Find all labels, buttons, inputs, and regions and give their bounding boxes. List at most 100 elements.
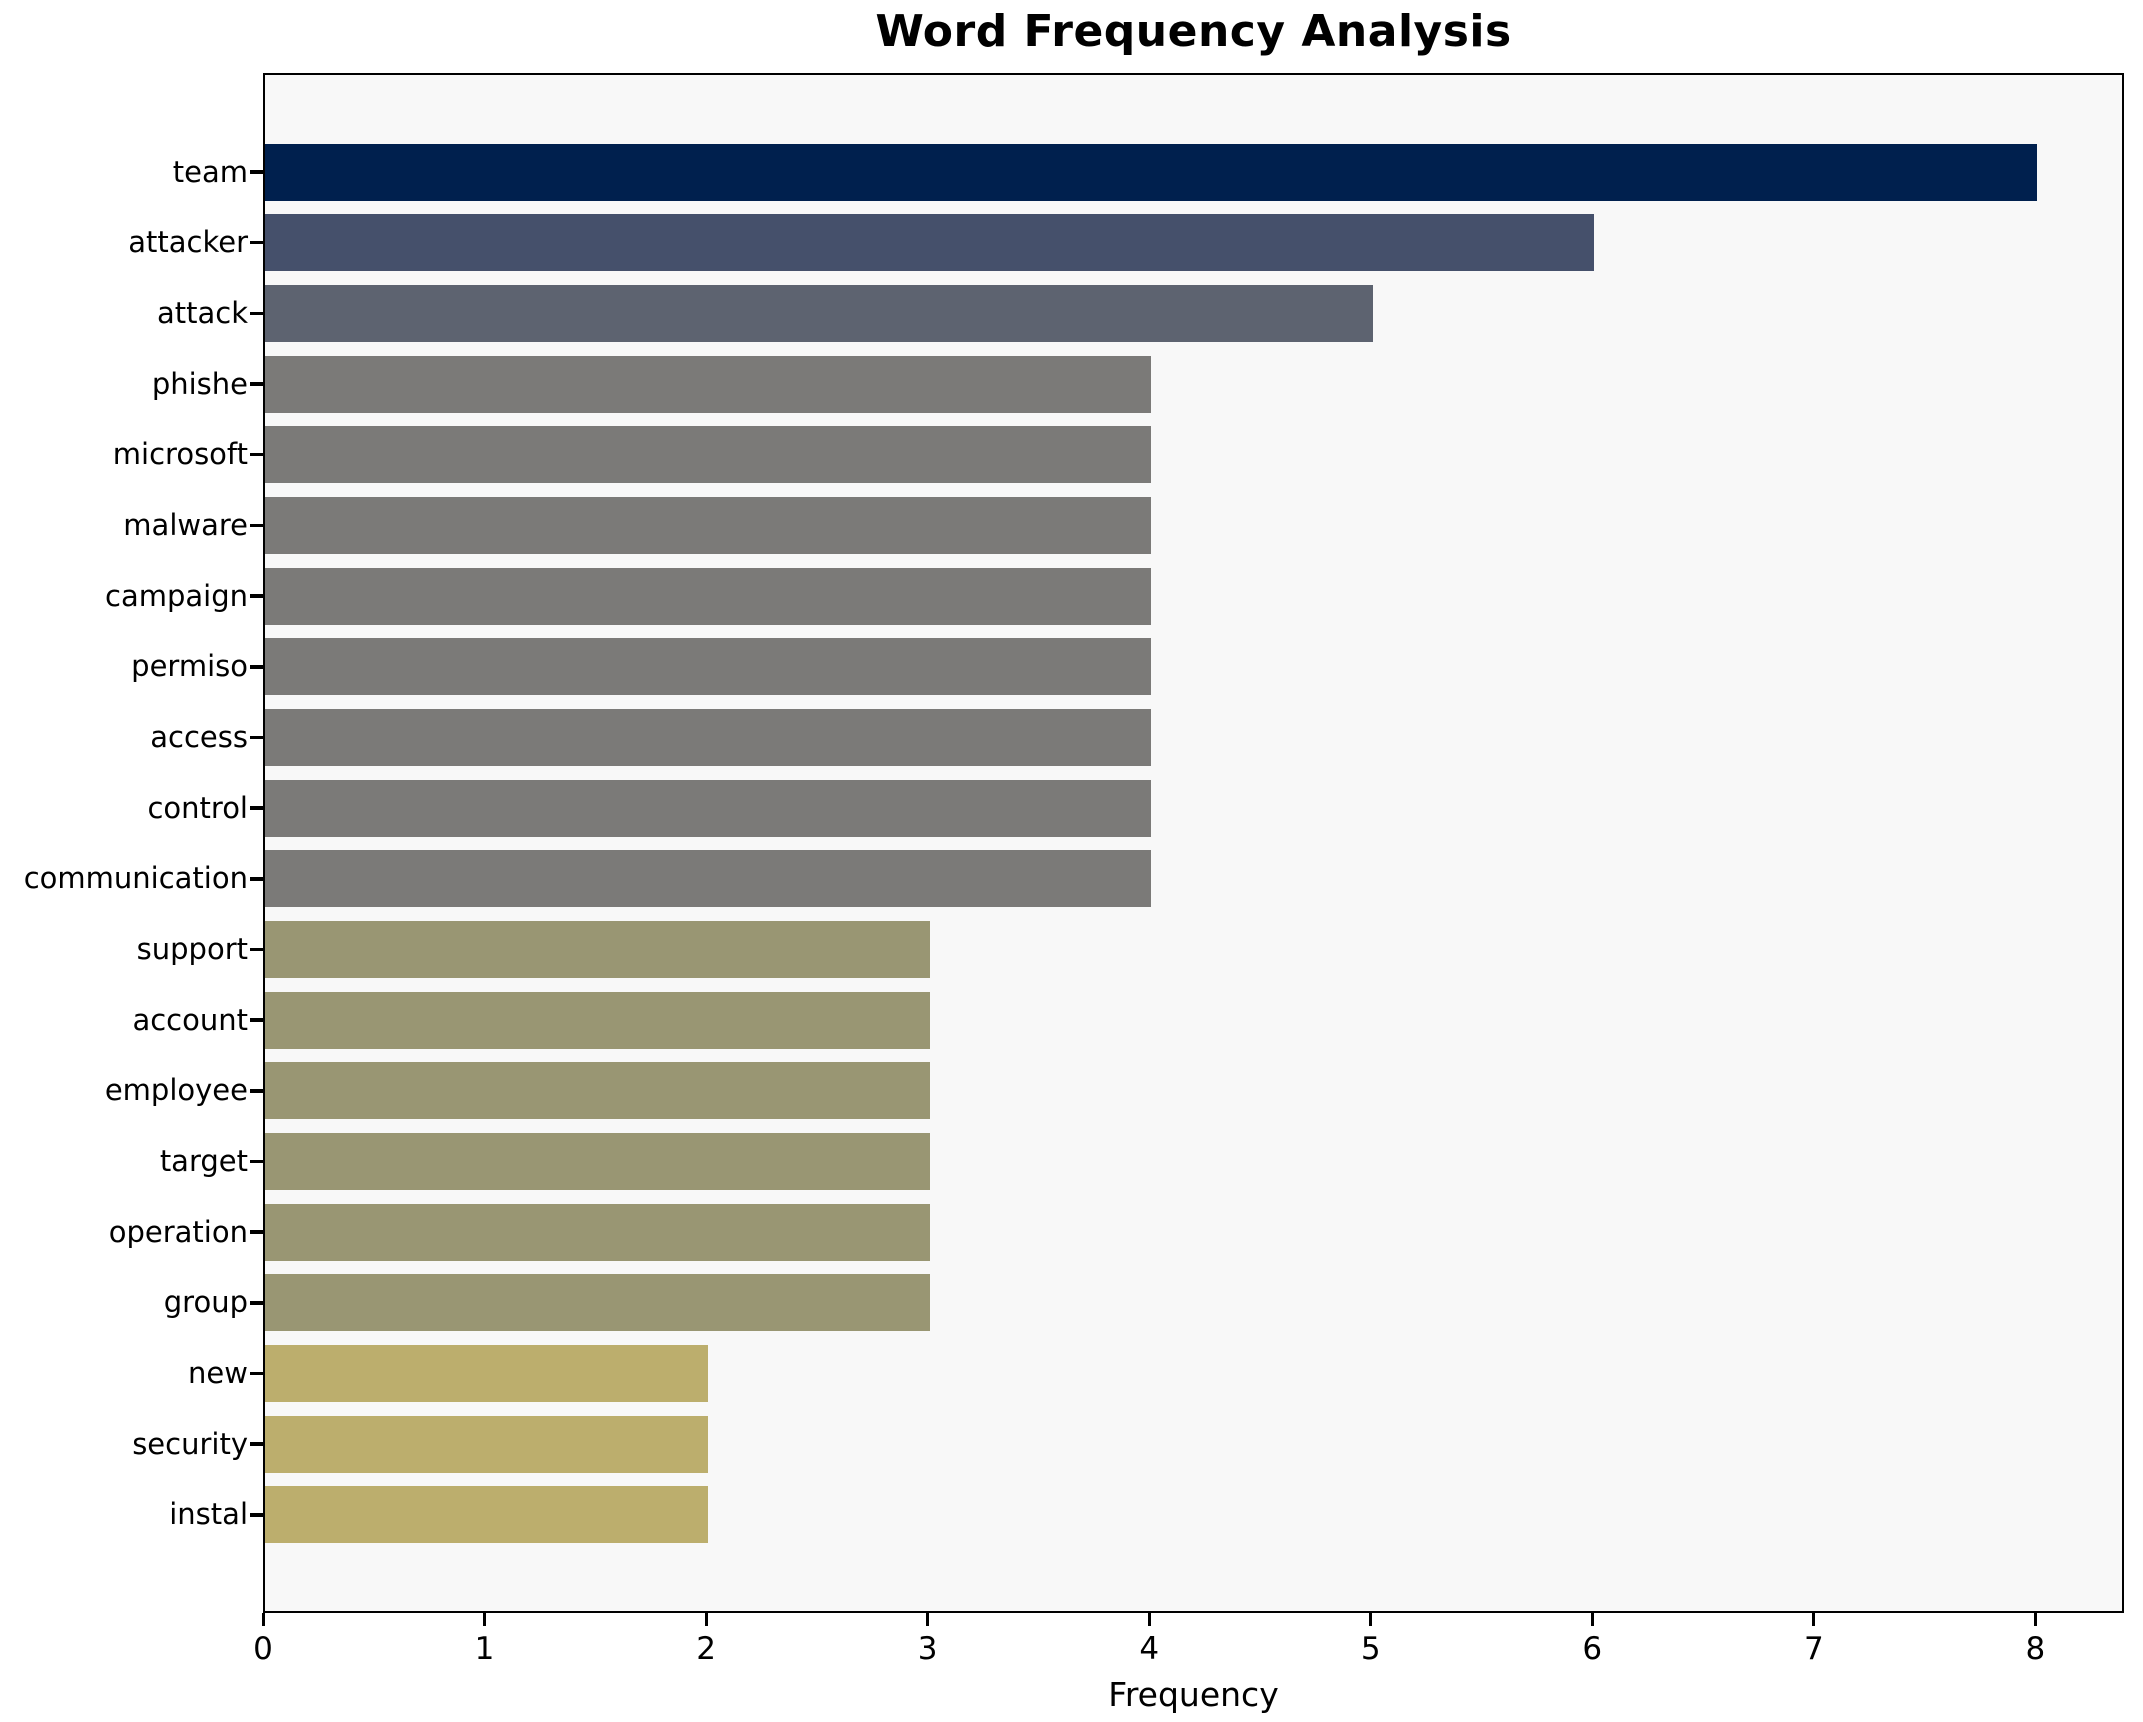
category-label-employee: employee	[104, 1073, 248, 1108]
y-tick-mark	[250, 1230, 263, 1234]
bar-phishe	[265, 355, 1152, 413]
category-label-new: new	[188, 1356, 248, 1391]
category-label-target: target	[159, 1144, 248, 1179]
y-tick-mark	[250, 1089, 263, 1093]
bar-permiso	[265, 638, 1152, 696]
bar-row: permiso	[131, 638, 2126, 696]
category-label-access: access	[150, 719, 248, 754]
y-tick-mark	[250, 311, 263, 316]
x-tick-label: 2	[696, 1631, 716, 1667]
category-label-security: security	[132, 1426, 248, 1461]
category-label-malware: malware	[123, 507, 248, 542]
bar-control	[265, 779, 1152, 837]
bar-support	[265, 920, 930, 978]
plot-area: team attacker attack phishe microsoft malware…	[24, 73, 2126, 1613]
bar-attack	[265, 284, 1373, 342]
y-tick-mark	[250, 665, 263, 669]
bar-row: malware	[123, 496, 2126, 554]
y-tick-mark	[250, 947, 263, 952]
bar-row: new	[188, 1345, 2126, 1403]
category-label-campaign: campaign	[105, 578, 248, 613]
x-tick-mark	[704, 1613, 708, 1626]
bar-row: communication	[24, 850, 2126, 908]
bar-group	[265, 1274, 930, 1332]
y-tick-mark	[250, 523, 263, 528]
bar-row: support	[137, 920, 2126, 978]
bar-security	[265, 1415, 709, 1473]
category-label-permiso: permiso	[131, 649, 248, 684]
category-label-communication: communication	[23, 861, 248, 896]
x-tick-mark	[926, 1613, 930, 1626]
x-tick-mark	[1369, 1613, 1373, 1626]
category-label-team: team	[172, 154, 248, 189]
x-tick-mark	[261, 1613, 265, 1626]
x-tick-label: 3	[917, 1631, 938, 1667]
x-axis-title: Frequency	[1108, 1675, 1279, 1714]
y-tick-mark	[250, 1018, 263, 1022]
y-tick-mark	[250, 806, 263, 810]
category-label-control: control	[147, 790, 248, 825]
bar-row: instal	[169, 1486, 2126, 1544]
bar-row: target	[160, 1133, 2126, 1191]
bar-operation	[265, 1203, 930, 1261]
bar-new	[265, 1345, 709, 1403]
x-tick-label: 7	[1803, 1631, 1824, 1667]
bar-instal	[265, 1486, 709, 1544]
x-tick-mark	[2033, 1613, 2037, 1626]
y-tick-mark	[250, 170, 263, 174]
bar-account	[265, 991, 930, 1049]
y-tick-mark	[250, 382, 263, 386]
bar-communication	[265, 850, 1152, 908]
category-label-attacker: attacker	[128, 225, 248, 260]
y-tick-mark	[250, 594, 263, 598]
y-tick-mark	[250, 1301, 263, 1305]
bar-team	[265, 143, 2038, 201]
bar-row: attack	[157, 284, 2126, 342]
bar-row: microsoft	[113, 426, 2126, 484]
bar-row: account	[132, 991, 2126, 1049]
category-label-account: account	[132, 1002, 248, 1037]
category-label-operation: operation	[108, 1214, 248, 1249]
x-tick-mark	[1147, 1613, 1151, 1626]
bar-row: phishe	[152, 355, 2126, 413]
y-tick-mark	[250, 735, 263, 740]
bar-access	[265, 708, 1152, 766]
x-tick-label: 4	[1139, 1631, 1160, 1667]
x-tick-label: 5	[1360, 1631, 1381, 1667]
category-label-support: support	[136, 931, 248, 966]
bar-row: campaign	[105, 567, 2126, 625]
bar-row: access	[150, 708, 2126, 766]
x-tick-label: 0	[253, 1631, 273, 1667]
category-label-phishe: phishe	[151, 366, 248, 401]
category-label-microsoft: microsoft	[112, 437, 248, 472]
category-label-instal: instal	[169, 1497, 248, 1532]
y-tick-mark	[250, 452, 263, 457]
bar-row: group	[164, 1274, 2126, 1332]
bar-row: team	[173, 143, 2126, 201]
x-tick-mark	[1590, 1613, 1594, 1626]
x-tick-mark	[483, 1613, 487, 1626]
x-tick-label: 8	[2025, 1631, 2046, 1667]
bar-row: employee	[105, 1062, 2126, 1120]
y-tick-mark	[250, 1371, 263, 1376]
bar-row: operation	[109, 1203, 2126, 1261]
bar-microsoft	[265, 426, 1152, 484]
y-tick-mark	[250, 1159, 263, 1164]
bar-row: attacker	[128, 214, 2126, 272]
bar-row: security	[132, 1415, 2126, 1473]
bar-malware	[265, 496, 1152, 554]
x-tick-label: 6	[1582, 1631, 1603, 1667]
x-tick-label: 1	[474, 1631, 495, 1667]
y-tick-mark	[250, 1442, 263, 1446]
chart-title: Word Frequency Analysis	[875, 6, 1512, 57]
bar-target	[265, 1133, 930, 1191]
x-tick-mark	[1812, 1613, 1816, 1626]
y-tick-mark	[250, 877, 263, 881]
bar-campaign	[265, 567, 1152, 625]
category-label-attack: attack	[156, 295, 248, 330]
category-label-group: group	[163, 1285, 248, 1320]
y-tick-mark	[250, 1513, 263, 1517]
y-tick-mark	[250, 240, 263, 245]
bar-attacker	[265, 214, 1595, 272]
